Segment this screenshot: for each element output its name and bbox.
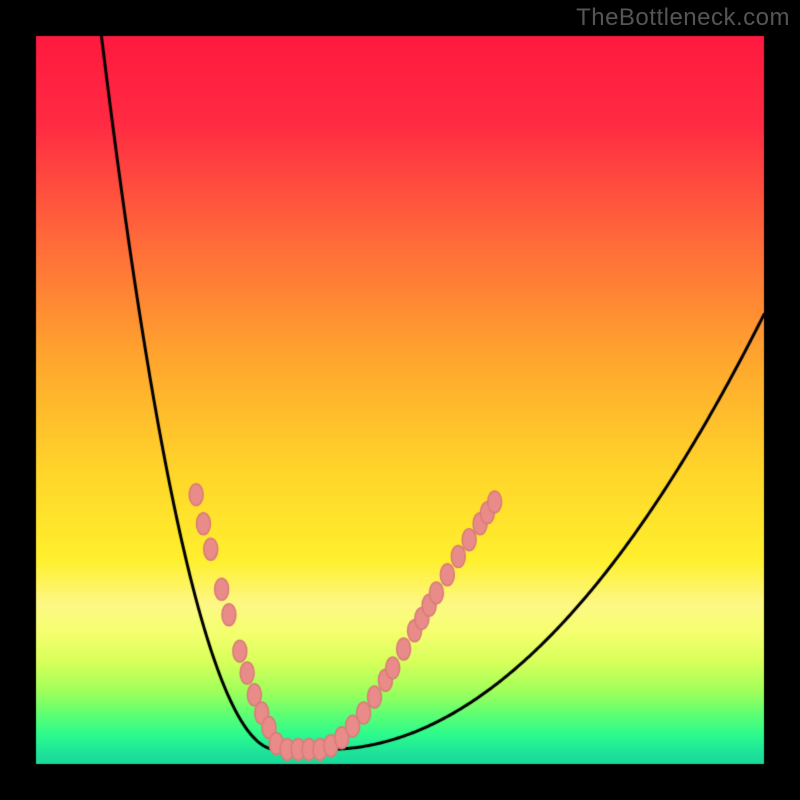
chart-stage: TheBottleneck.com xyxy=(0,0,800,800)
watermark-text: TheBottleneck.com xyxy=(576,4,790,32)
chart-canvas xyxy=(0,0,800,800)
